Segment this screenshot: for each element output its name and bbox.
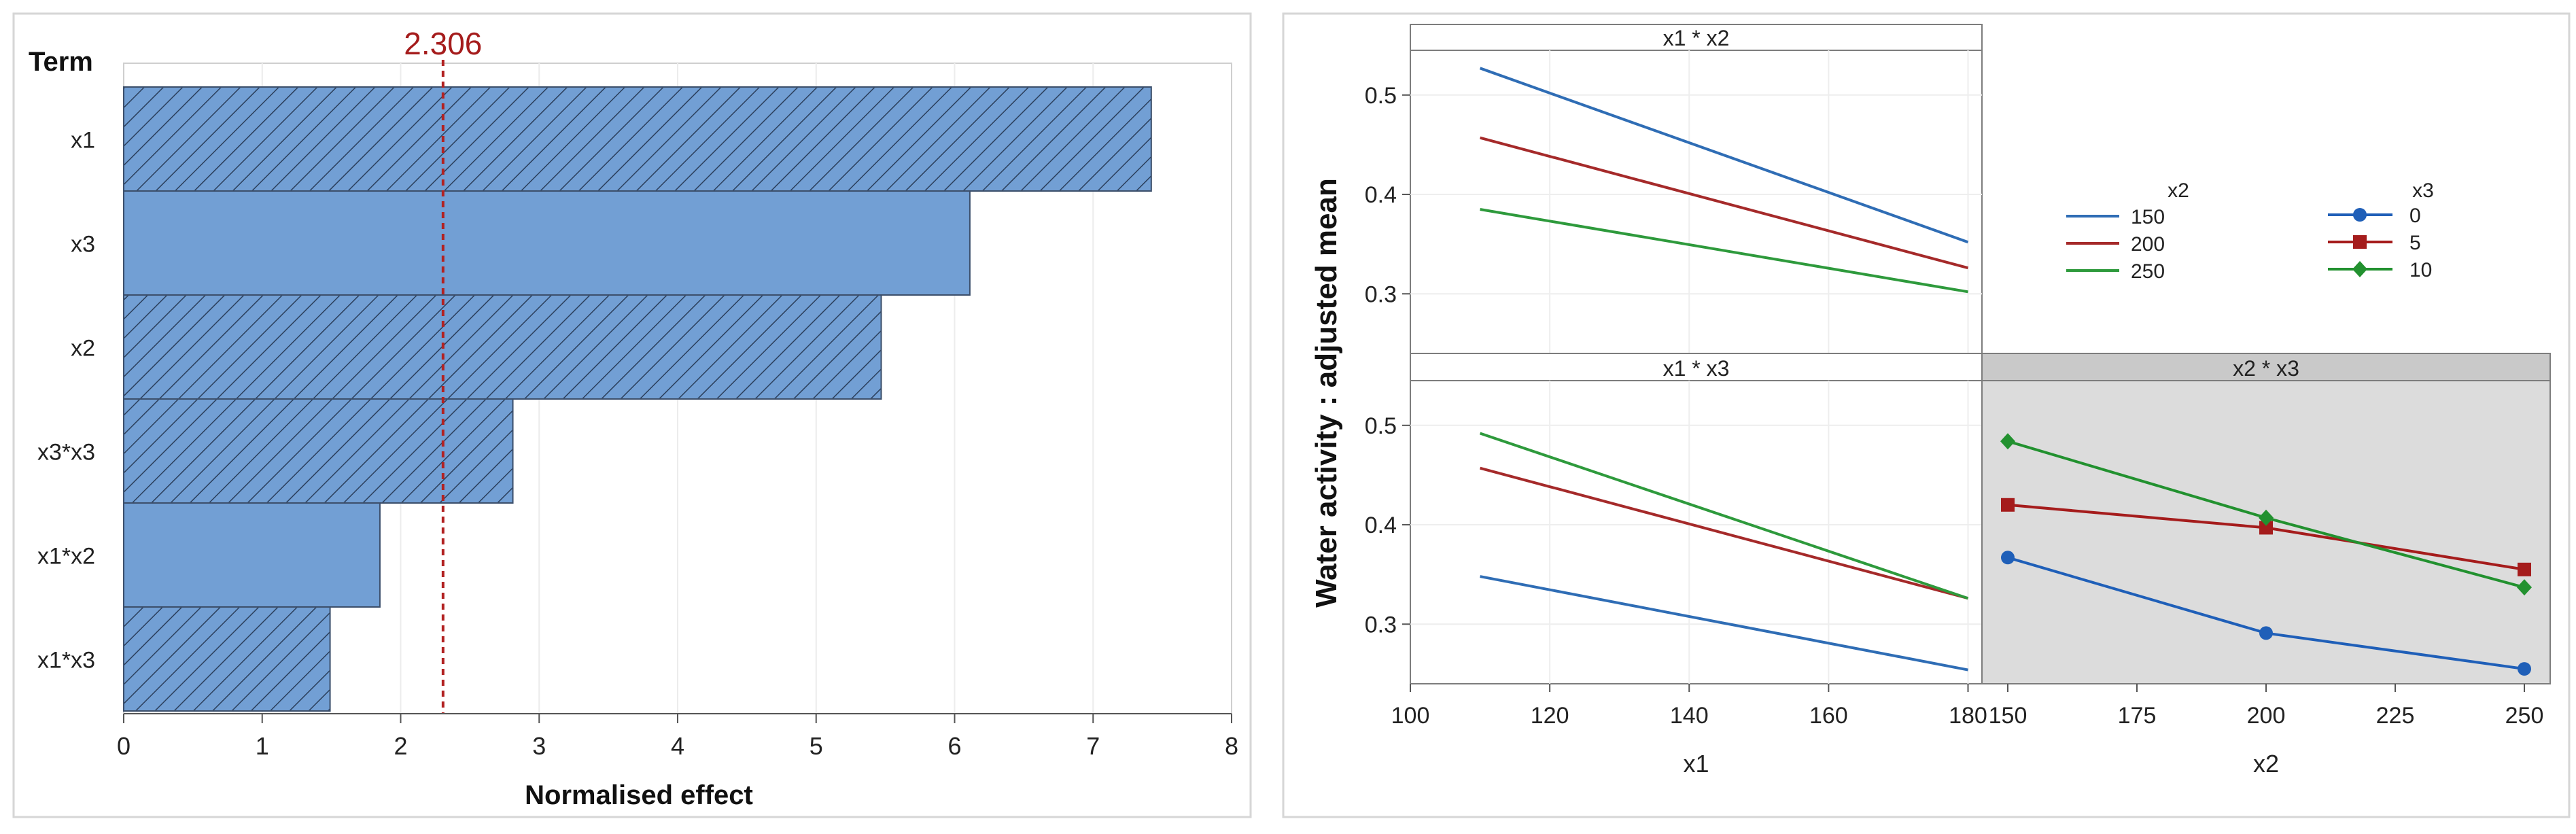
pareto-x-tick-label: 2 [394,732,407,760]
pareto-x-tick-label: 0 [117,732,130,760]
panel-title: x2 * x3 [2233,356,2299,381]
legend-entry-label: 250 [2131,260,2165,283]
marker-square [2518,562,2531,576]
marker-circle [2001,551,2015,565]
legend-title: x3 [2412,179,2434,202]
pareto-y-tick-labels: x1 x3 x2 x3*x3 x1*x2 x1*x3 [37,128,95,674]
pareto-x-tick-label: 4 [671,732,684,760]
legend-entry-label: 200 [2131,233,2165,256]
x-tick-label: 100 [1391,703,1430,729]
x-tick-label: 175 [2118,703,2157,729]
pareto-x-tick-label: 1 [256,732,269,760]
marker-diamond [2000,433,2015,450]
panel-3: x2 * x3 150 175 200 225 250 x2 [1981,353,2551,778]
legend-entry-label: 5 [2409,232,2421,254]
marker-diamond [2517,579,2532,596]
pareto-y-tick-label: x1 [71,128,95,154]
panel-background [1410,353,1983,684]
series-line-250 [1480,207,1968,294]
panel-background [1410,24,1983,354]
reference-line-label: 2.306 [404,26,482,61]
series-line-0 [1480,575,1968,672]
pareto-bars [123,86,1152,712]
legend-entry-label: 10 [2409,259,2432,281]
x-tick-label: 225 [2376,703,2415,729]
pareto-y-tick-label: x1*x2 [37,544,95,570]
pareto-x-tick-label: 3 [532,732,546,760]
marker-square [2259,521,2273,535]
marker-circle [2518,662,2531,676]
pareto-y-tick-label: x3 [71,232,95,258]
y-tick-label: 0.4 [1365,512,1397,538]
pareto-x-tick-label: 6 [947,732,961,760]
legend-entry-label: 0 [2409,205,2421,227]
legend-title: x2 [2168,179,2189,202]
x-tick-label: 120 [1531,703,1569,729]
x-axis-title: x1 [1683,750,1709,778]
series-line-150 [1479,67,1969,244]
panel-1: x1 * x2 0.3 0.4 0.5 [1365,24,1983,354]
x-tick-label: 180 [1949,703,1987,729]
panel-strip [1410,24,1983,51]
y-tick-label: 0.4 [1365,182,1397,208]
legend-marker-diamond [2352,261,2367,277]
pareto-x-title: Normalised effect [525,780,753,810]
pareto-bar [123,398,514,504]
pareto-y-tick-label: x1*x3 [37,648,95,674]
series-line-200 [1480,136,1969,270]
pareto-bar [123,294,882,400]
y-tick-label: 0.5 [1365,413,1397,439]
pareto-y-tick-label: x2 [71,336,95,362]
pareto-x-tick-label: 7 [1086,732,1100,760]
x-tick-label: 140 [1670,703,1709,729]
marker-diamond [2259,509,2274,526]
pareto-x-tick-label: 5 [810,732,823,760]
pareto-x-tick-label: 8 [1225,732,1238,760]
pareto-bar [123,502,381,608]
legend-marker-circle [2353,208,2367,222]
marker-circle [2259,626,2273,640]
panel-strip [1981,353,2551,381]
y-tick-label: 0.3 [1365,281,1397,307]
pareto-bar [123,86,1152,192]
x-tick-label: 200 [2247,703,2286,729]
pareto-x-ticks: 0 1 2 3 4 5 6 7 8 [117,714,1238,760]
series-line-10 [1479,432,1969,600]
pareto-bar [123,606,331,712]
series-line-5 [1480,466,1969,600]
pareto-bar [123,190,971,296]
legend-marker-square [2353,235,2367,249]
panel-title: x1 * x2 [1663,26,1730,50]
x-tick-label: 160 [1809,703,1848,729]
x-tick-label: 250 [2505,703,2544,729]
y-tick-label: 0.3 [1365,612,1397,638]
marker-square [2001,498,2015,512]
interaction-y-title: Water activity : adjusted mean [1310,178,1343,608]
panel-title: x1 * x3 [1663,356,1730,381]
legend-entry-label: 150 [2131,206,2165,228]
panel-2: x1 * x3 0.3 0.4 0.5 100 120 140 160 180 x1 [1365,353,1987,778]
pareto-y-title: Term [29,47,93,77]
x-axis-title: x2 [2253,750,2279,778]
pareto-y-tick-label: x3*x3 [37,440,95,466]
y-tick-label: 0.5 [1365,83,1397,109]
x-tick-label: 150 [1989,703,2027,729]
